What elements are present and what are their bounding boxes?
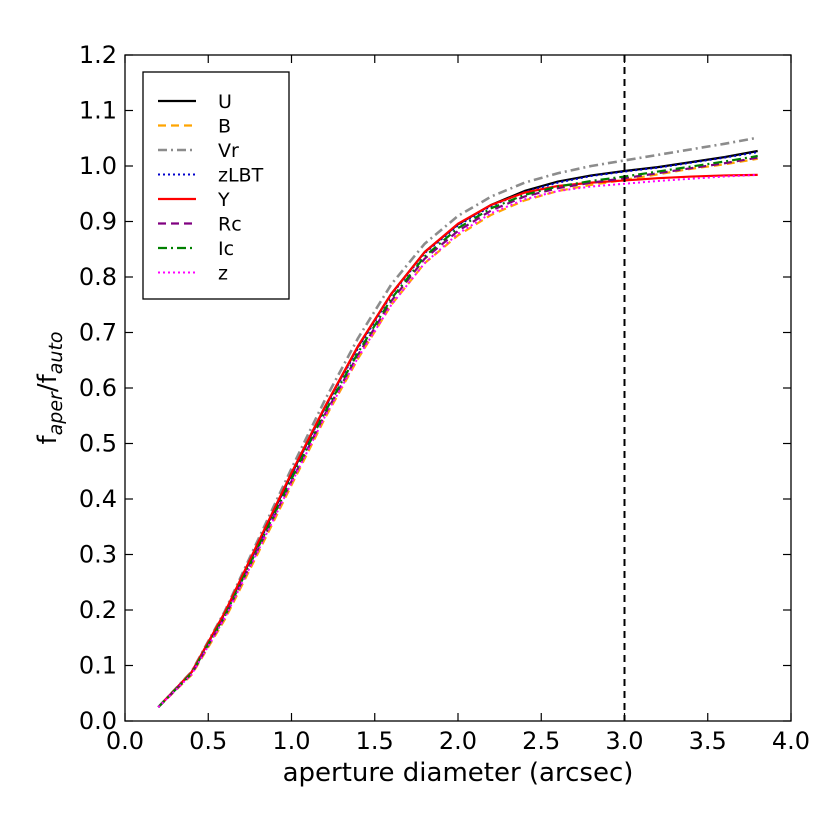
legend-label-u: U — [218, 91, 232, 113]
series-layer — [157, 136, 758, 709]
y-axis-label-slash-f: /f — [33, 373, 63, 392]
y-axis-label-sub-aper: aper — [45, 391, 67, 435]
y-tick-label: 0.8 — [79, 263, 117, 291]
y-tick-label: 0.7 — [79, 319, 117, 347]
x-tick-label: 1.5 — [356, 727, 394, 755]
y-tick-label: 0.9 — [79, 208, 117, 236]
legend-label-vr: Vr — [218, 140, 239, 162]
legend-frame — [142, 71, 290, 300]
series-line-ic — [157, 154, 758, 708]
y-tick-label: 1.0 — [79, 152, 117, 180]
y-axis-label: faper/fauto — [33, 331, 67, 444]
y-tick-label: 0.2 — [79, 596, 117, 624]
x-tick-label: 1.0 — [272, 727, 310, 755]
y-tick-label: 0.0 — [79, 707, 117, 735]
x-tick-label: 0.0 — [106, 727, 144, 755]
x-tick-label: 3.0 — [605, 727, 643, 755]
x-tick-label: 2.5 — [522, 727, 560, 755]
y-tick-label: 0.3 — [79, 541, 117, 569]
y-axis-label-sub-auto: auto — [45, 331, 67, 374]
y-tick-label: 0.1 — [79, 652, 117, 680]
legend-label-zlbt: zLBT — [218, 165, 264, 187]
legend-label-ic: Ic — [218, 238, 234, 260]
series-line-y — [157, 173, 758, 708]
legend-label-b: B — [218, 116, 231, 138]
legend-label-rc: Rc — [218, 214, 242, 236]
y-tick-label: 0.6 — [79, 374, 117, 402]
x-tick-label: 4.0 — [772, 727, 810, 755]
x-tick-label: 3.5 — [689, 727, 727, 755]
ticks-layer: 0.0 0.5 1.0 1.5 2.0 2.5 3.0 3.5 4.0 0.0 0.1 0.2 0.3 0… — [79, 41, 810, 755]
y-axis-label-f: f — [33, 435, 63, 445]
x-axis-label: aperture diameter (arcsec) — [283, 758, 634, 788]
y-tick-label: 0.4 — [79, 485, 117, 513]
y-tick-label: 1.2 — [79, 41, 117, 69]
series-line-vr — [157, 136, 758, 709]
x-tick-label: 0.5 — [189, 727, 227, 755]
x-tick-label: 2.0 — [439, 727, 477, 755]
legend-label-z: z — [218, 263, 228, 285]
y-tick-label: 1.1 — [79, 97, 117, 125]
series-line-rc — [157, 156, 758, 708]
y-tick-label: 0.5 — [79, 430, 117, 458]
legend-label-y: Y — [217, 189, 230, 211]
